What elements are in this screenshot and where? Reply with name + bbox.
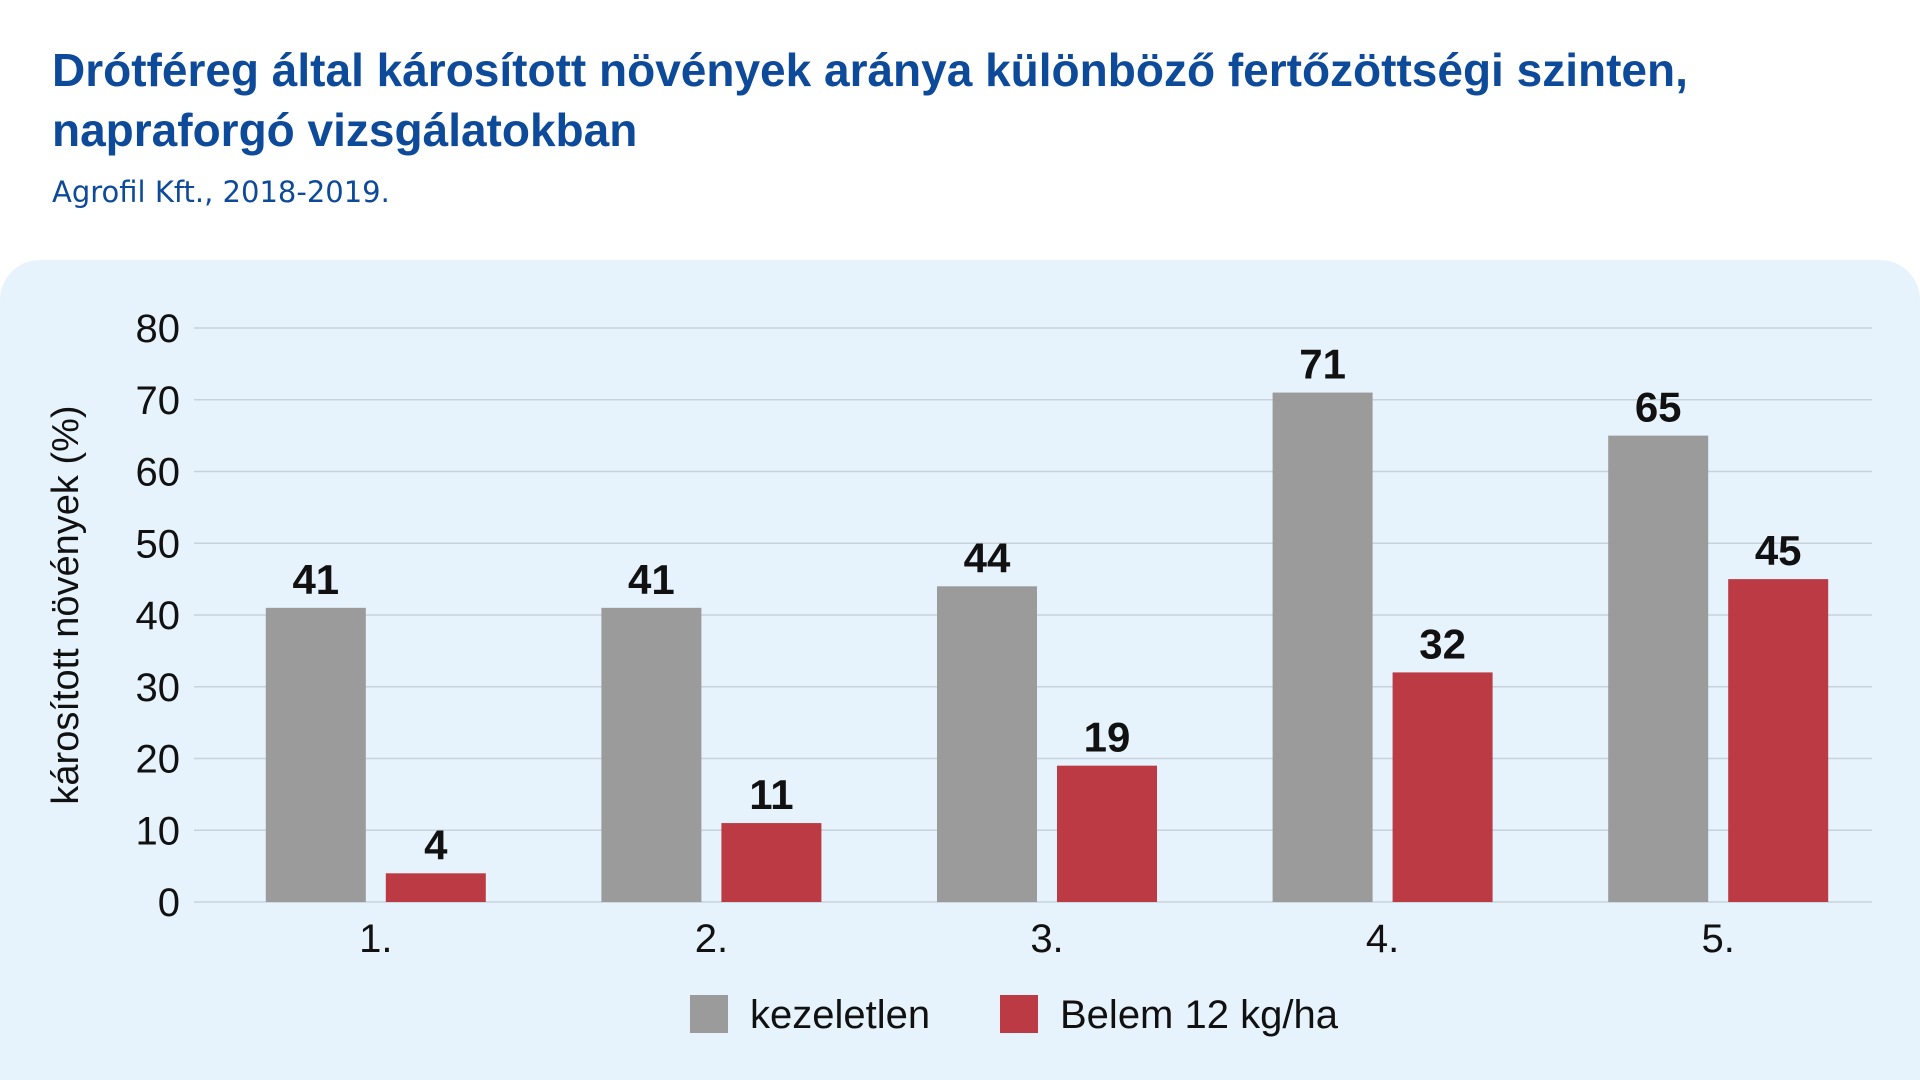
data-label: 71	[1299, 341, 1346, 388]
bar	[601, 607, 702, 902]
data-label: 41	[628, 556, 675, 603]
y-tick-label: 40	[136, 594, 181, 638]
bars	[265, 392, 1829, 902]
y-axis-ticks: 0 10 20 30 40 50 60 70 80	[136, 307, 181, 925]
x-tick-label: 5.	[1702, 917, 1735, 961]
data-label: 41	[292, 556, 339, 603]
x-tick-label: 4.	[1366, 917, 1399, 961]
y-tick-label: 0	[158, 881, 180, 925]
bar	[1392, 672, 1493, 902]
bar	[1608, 435, 1709, 902]
data-label: 4	[424, 821, 448, 868]
x-axis-ticks: 1. 2. 3. 4. 5.	[359, 917, 1735, 961]
data-label: 32	[1419, 620, 1466, 667]
data-label: 44	[964, 534, 1011, 581]
x-tick-label: 1.	[359, 917, 392, 961]
y-tick-label: 60	[136, 451, 181, 495]
legend-swatch	[690, 995, 728, 1033]
legend-label: kezeletlen	[750, 993, 930, 1037]
y-tick-label: 20	[136, 738, 181, 782]
y-tick-label: 10	[136, 809, 181, 853]
y-tick-label: 50	[136, 522, 181, 566]
y-tick-label: 70	[136, 379, 181, 423]
legend-label: Belem 12 kg/ha	[1060, 993, 1339, 1037]
bar	[1728, 579, 1829, 902]
value-labels: 41 4 41 11 44 19 71 32 65 45	[292, 341, 1801, 869]
bar	[265, 607, 366, 902]
y-tick-label: 30	[136, 666, 181, 710]
x-tick-label: 2.	[695, 917, 728, 961]
x-tick-label: 3.	[1030, 917, 1063, 961]
data-label: 19	[1084, 714, 1131, 761]
data-label: 65	[1635, 384, 1682, 431]
bar	[385, 873, 486, 902]
data-label: 11	[749, 771, 793, 818]
bar	[721, 823, 822, 902]
bar	[1057, 765, 1157, 902]
chart-subtitle: Agrofil Kft., 2018-2019.	[52, 175, 390, 209]
y-tick-label: 80	[136, 307, 181, 351]
bar	[937, 586, 1037, 902]
chart-title: Drótféreg által károsított növények arán…	[52, 44, 1688, 156]
y-axis-label: károsított növények (%)	[45, 405, 87, 804]
legend-swatch	[1000, 995, 1038, 1033]
bar	[1272, 392, 1373, 902]
data-label: 45	[1755, 527, 1802, 574]
legend: kezeletlen Belem 12 kg/ha	[690, 993, 1339, 1037]
